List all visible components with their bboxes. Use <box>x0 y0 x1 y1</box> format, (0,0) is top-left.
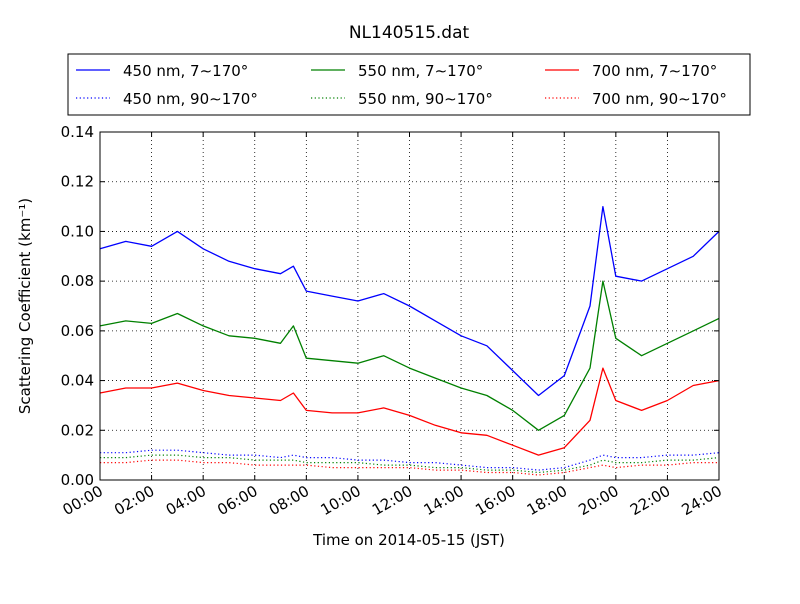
legend-label-1: 450 nm, 7∼170° <box>123 62 248 80</box>
y-tick-label: 0.12 <box>61 173 94 191</box>
y-tick-label: 0.02 <box>61 421 94 439</box>
legend: 450 nm, 7∼170° 450 nm, 90∼170° 550 nm, 7∼1… <box>67 53 751 116</box>
y-tick-label: 0.08 <box>61 272 94 290</box>
y-tick-label: 0.10 <box>61 222 94 240</box>
y-axis-label: Scattering Coefficient (km⁻¹) <box>16 198 34 414</box>
legend-label-2: 450 nm, 90∼170° <box>123 90 258 108</box>
series-line-3 <box>99 280 720 431</box>
legend-label-6: 700 nm, 90∼170° <box>592 90 727 108</box>
x-tick-label: 18:00 <box>524 482 570 519</box>
x-axis-label: Time on 2014-05-15 (JST) <box>312 531 505 549</box>
series-line-5 <box>99 367 720 456</box>
x-tick-label: 04:00 <box>163 482 209 519</box>
x-tick-label: 22:00 <box>627 482 673 519</box>
x-tick-label: 20:00 <box>575 482 621 519</box>
y-tick-label: 0.04 <box>61 372 94 390</box>
y-tick-label: 0.14 <box>61 123 94 141</box>
y-tick-label: 0.06 <box>61 322 94 340</box>
series-line-1 <box>99 205 720 397</box>
legend-label-3: 550 nm, 7∼170° <box>358 62 483 80</box>
x-tick-label: 06:00 <box>214 482 260 519</box>
legend-box <box>67 53 751 116</box>
series-line-2 <box>100 449 720 471</box>
x-tick-label: 10:00 <box>317 482 363 519</box>
x-tick-label: 08:00 <box>266 482 312 519</box>
legend-label-4: 550 nm, 90∼170° <box>358 90 493 108</box>
y-tick-label: 0.00 <box>61 471 94 489</box>
x-tick-label: 24:00 <box>679 482 725 519</box>
series-line-4 <box>100 454 720 474</box>
series-line-6 <box>100 459 719 476</box>
x-tick-label: 12:00 <box>369 482 415 519</box>
x-tick-label: 02:00 <box>111 482 157 519</box>
chart-title: NL140515.dat <box>349 23 470 43</box>
legend-label-5: 700 nm, 7∼170° <box>592 62 717 80</box>
x-tick-label: 16:00 <box>472 482 518 519</box>
x-tick-label: 14:00 <box>421 482 467 519</box>
series-lines <box>99 205 720 476</box>
